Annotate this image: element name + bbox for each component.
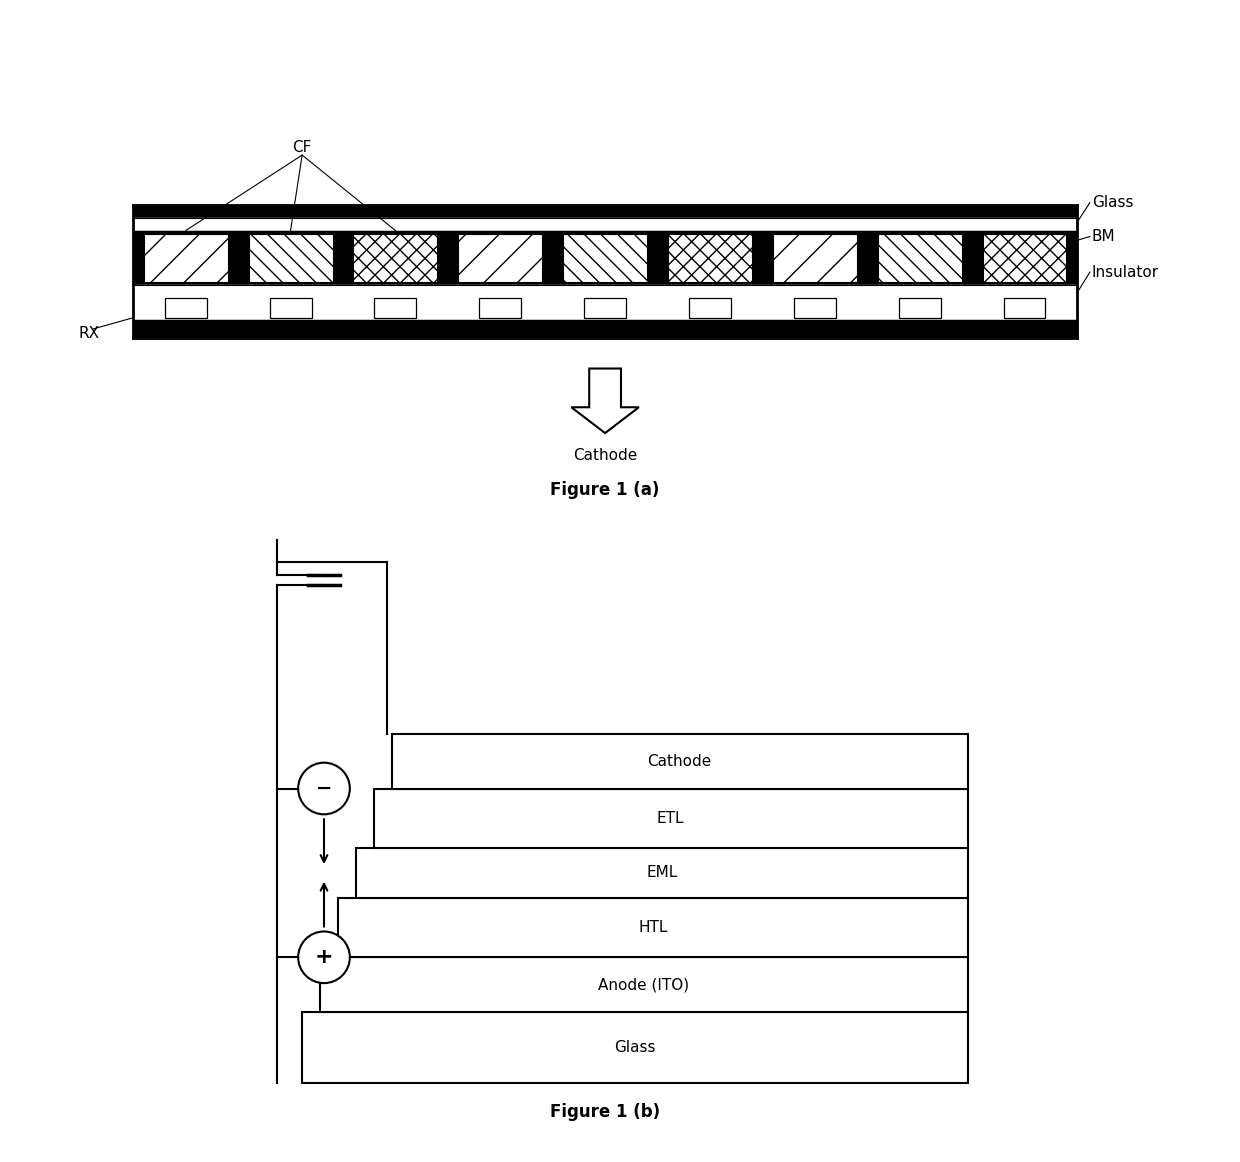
Text: −: − [316,779,332,798]
Bar [563,234,647,282]
Text: Figure 1 (a): Figure 1 (a) [551,481,660,498]
Text: EML: EML [646,866,677,881]
Bar [668,234,751,282]
Text: Cathode: Cathode [573,449,637,462]
Bar [459,234,542,282]
Bar [303,1012,967,1083]
Bar [878,234,961,282]
Text: ETL: ETL [657,811,684,826]
Ellipse shape [298,762,350,815]
Text: BM: BM [1091,229,1116,244]
Bar [773,234,857,282]
Bar [144,234,228,282]
Bar [144,234,228,282]
Bar [392,734,967,789]
Bar [982,234,1066,282]
Bar [1003,297,1045,318]
Text: Anode (ITO): Anode (ITO) [598,977,689,992]
Bar [584,297,626,318]
Text: Glass: Glass [614,1040,656,1055]
Text: Insulator: Insulator [1091,265,1159,280]
Text: HTL: HTL [639,920,667,935]
Text: +: + [315,947,334,967]
Ellipse shape [298,932,350,983]
Bar [353,234,438,282]
Bar [353,234,438,282]
Bar [982,234,1066,282]
Bar [668,234,751,282]
Bar [269,297,311,318]
Bar [356,848,967,898]
Bar [689,297,730,318]
Text: RX: RX [78,327,99,342]
Text: Cathode: Cathode [647,754,712,769]
Bar [773,234,857,282]
Bar [339,898,967,957]
Text: Figure 1 (b): Figure 1 (b) [551,1103,660,1121]
Bar [165,297,207,318]
Polygon shape [572,368,639,433]
Bar [899,297,941,318]
Bar [373,789,967,848]
Bar [878,234,961,282]
Bar [320,957,967,1012]
Bar [459,234,542,282]
Bar [563,234,647,282]
Text: Glass: Glass [1091,195,1133,210]
Bar [374,297,417,318]
Bar [249,234,332,282]
Bar [249,234,332,282]
Text: CF: CF [293,141,311,155]
Bar [794,297,836,318]
Bar [480,297,521,318]
